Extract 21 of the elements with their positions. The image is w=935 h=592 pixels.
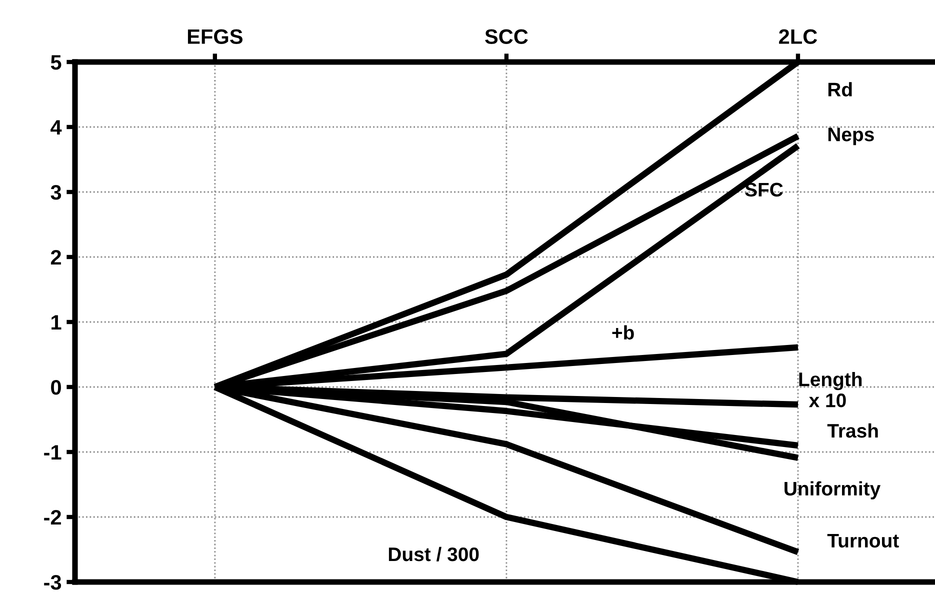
x-tick-label: SCC <box>485 29 528 44</box>
y-tick-label: 3 <box>50 185 62 200</box>
y-tick-label: -2 <box>44 510 61 525</box>
series-label: +b <box>612 325 634 340</box>
x-tick-label: EFGS <box>188 29 242 44</box>
y-tick-label: 0 <box>51 380 61 395</box>
y-tick-label: -1 <box>44 445 62 460</box>
series-label: Trash <box>827 423 878 438</box>
series-label: Uniformity <box>784 481 881 500</box>
y-tick-label: 4 <box>50 120 62 135</box>
series-label: Length x 10 <box>799 372 862 408</box>
y-tick-label: 1 <box>52 315 62 330</box>
series-label: Neps <box>828 128 874 146</box>
series-label: Turnout <box>827 534 899 548</box>
series-label: SFC <box>745 182 783 197</box>
series-label: Dust / 300 <box>388 546 479 562</box>
y-tick-label: 5 <box>50 55 62 70</box>
series-label: Rd <box>828 82 852 96</box>
y-tick-label: -3 <box>44 575 62 590</box>
y-tick-label: 2 <box>50 250 61 265</box>
x-tick-label: 2LC <box>779 29 818 44</box>
